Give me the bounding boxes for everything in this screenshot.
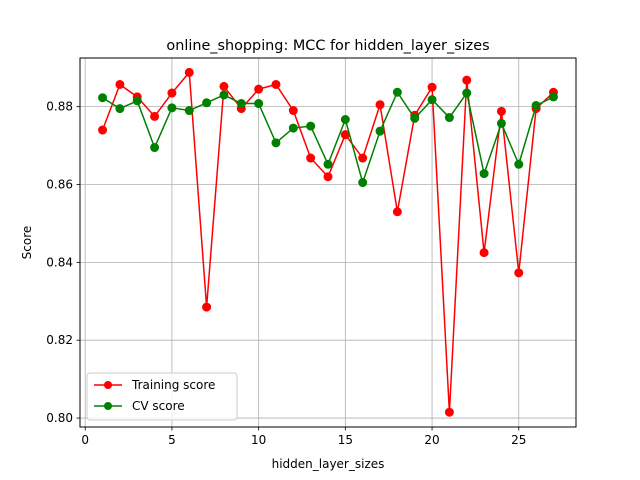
data-point [98, 93, 108, 103]
data-point [288, 106, 298, 116]
data-point [184, 106, 194, 116]
data-point [132, 96, 142, 106]
legend-marker [104, 381, 112, 389]
grid [80, 58, 576, 427]
x-tick-label: 10 [251, 433, 266, 447]
data-point [219, 81, 229, 91]
data-point [115, 79, 125, 89]
y-tick-label: 0.80 [46, 411, 73, 425]
legend-box [86, 372, 238, 421]
data-point [462, 88, 472, 98]
data-point [410, 113, 420, 123]
data-point [479, 169, 489, 179]
data-point [323, 172, 333, 182]
y-axis-label: Score [20, 226, 34, 260]
data-point [254, 84, 264, 94]
data-point [444, 113, 454, 123]
x-tick-label: 0 [81, 433, 89, 447]
data-point [358, 178, 368, 188]
data-point [150, 143, 160, 153]
x-tick-label: 25 [511, 433, 526, 447]
data-point [514, 268, 524, 278]
data-point [548, 92, 558, 102]
data-point [514, 159, 524, 169]
data-point [375, 100, 385, 110]
legend-marker [104, 402, 112, 410]
data-point [202, 302, 212, 312]
legend: Training score CV score [86, 372, 238, 421]
y-tick-label: 0.82 [46, 333, 73, 347]
data-point [150, 111, 160, 121]
data-point [323, 159, 333, 169]
y-tick-label: 0.86 [46, 178, 73, 192]
legend-label: CV score [132, 399, 185, 413]
legend-item: Training score [94, 378, 215, 392]
data-point [358, 153, 368, 163]
ticks: 0 5 10 15 20 25 0.80 0.82 0.84 0.86 0.88 [46, 100, 526, 447]
data-point [167, 103, 177, 113]
y-tick-label: 0.88 [46, 100, 73, 114]
data-point [392, 207, 402, 217]
data-point [184, 67, 194, 77]
data-point [167, 88, 177, 98]
data-point [427, 95, 437, 105]
y-tick-label: 0.84 [46, 255, 73, 269]
series-layer [98, 67, 558, 417]
legend-label: Training score [131, 378, 215, 392]
x-tick-label: 5 [168, 433, 176, 447]
data-point [254, 99, 264, 109]
data-point [375, 126, 385, 136]
data-point [236, 99, 246, 109]
x-tick-label: 20 [424, 433, 439, 447]
data-point [271, 138, 281, 148]
data-point [496, 118, 506, 128]
x-tick-label: 15 [338, 433, 353, 447]
data-point [219, 90, 229, 100]
series-training-score [98, 67, 558, 417]
data-point [202, 98, 212, 108]
data-point [115, 104, 125, 114]
chart-title: online_shopping: MCC for hidden_layer_si… [166, 38, 489, 54]
data-point [531, 100, 541, 110]
data-point [392, 87, 402, 97]
data-point [98, 125, 108, 135]
data-point [271, 79, 281, 89]
data-point [462, 75, 472, 85]
data-point [306, 153, 316, 163]
data-point [427, 82, 437, 92]
data-point [306, 121, 316, 131]
legend-item: CV score [94, 399, 185, 413]
x-axis-label: hidden_layer_sizes [272, 457, 385, 471]
series-cv-score [98, 87, 558, 188]
data-point [288, 123, 298, 133]
data-point [340, 115, 350, 124]
plot-frame [79, 57, 577, 428]
data-point [479, 248, 489, 258]
data-point [496, 106, 506, 116]
data-point [444, 407, 454, 417]
